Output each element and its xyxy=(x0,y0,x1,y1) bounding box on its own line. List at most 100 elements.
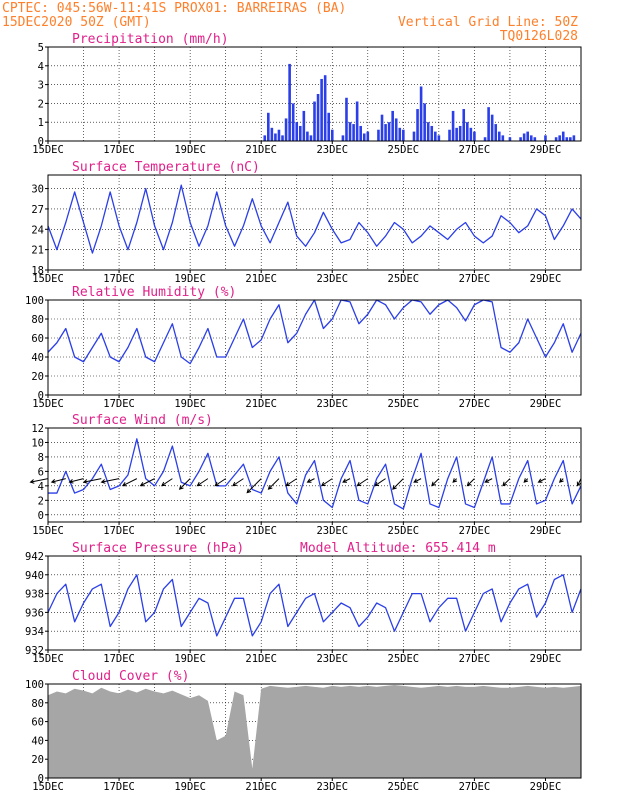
x-tick-label: 23DEC xyxy=(316,525,348,537)
run-date: 15DEC2020 50Z (GMT) xyxy=(2,15,151,30)
wind-arrow xyxy=(484,478,493,483)
wind-arrow xyxy=(100,478,120,484)
wind-arrow xyxy=(139,478,155,487)
precip-bar xyxy=(462,109,466,141)
precip-bar xyxy=(355,101,359,141)
y-tick-label: 938 xyxy=(25,589,44,601)
y-tick-label: 60 xyxy=(31,717,44,729)
humidity-line xyxy=(47,299,582,365)
x-tick-label: 25DEC xyxy=(388,653,420,665)
y-tick-label: 80 xyxy=(31,698,44,710)
y-tick-label: 100 xyxy=(25,679,44,691)
wind-line xyxy=(48,438,582,510)
precip-bar xyxy=(359,125,362,141)
x-tick-label: 23DEC xyxy=(316,781,348,793)
x-tick-label: 27DEC xyxy=(459,653,491,665)
x-tick-label: 17DEC xyxy=(103,653,135,665)
precipitation-title: Precipitation (mm/h) xyxy=(72,32,229,47)
y-tick-label: 2 xyxy=(38,98,44,110)
y-tick-label: 80 xyxy=(31,314,44,326)
precip-bar xyxy=(437,135,441,141)
x-tick-label: 21DEC xyxy=(245,273,277,285)
precip-bar xyxy=(522,133,526,141)
y-tick-label: 40 xyxy=(31,352,44,364)
y-tick-label: 942 xyxy=(25,551,44,563)
x-tick-label: 19DEC xyxy=(174,273,206,285)
wind-arrow xyxy=(413,478,422,483)
precip-bar xyxy=(501,135,505,141)
wind-arrow xyxy=(356,478,369,487)
wind-arrow xyxy=(502,478,511,487)
humidity-title: Relative Humidity (%) xyxy=(72,285,236,300)
y-tick-label: 0 xyxy=(38,510,44,522)
precip-bar xyxy=(267,112,270,141)
y-tick-label: 934 xyxy=(25,626,44,638)
precip-bar xyxy=(451,110,455,141)
x-tick-label: 23DEC xyxy=(316,273,348,285)
wind-arrow xyxy=(342,478,351,483)
y-tick-label: 10 xyxy=(31,437,44,449)
precip-bar xyxy=(323,75,327,141)
wind-arrow xyxy=(232,478,244,487)
y-tick-label: 60 xyxy=(31,333,44,345)
x-tick-label: 27DEC xyxy=(459,144,491,156)
precip-bar xyxy=(458,125,462,141)
precip-bar xyxy=(387,122,391,141)
x-tick-label: 25DEC xyxy=(388,781,420,793)
x-tick-label: 15DEC xyxy=(32,144,64,156)
x-tick-label: 15DEC xyxy=(32,653,64,665)
x-tick-label: 25DEC xyxy=(388,525,420,537)
precip-bar xyxy=(341,135,345,141)
x-tick-label: 25DEC xyxy=(388,144,420,156)
precip-bar xyxy=(494,124,498,141)
wind-arrow xyxy=(537,478,546,483)
wind-arrow xyxy=(320,478,333,487)
x-tick-label: 27DEC xyxy=(459,398,491,410)
x-tick-label: 29DEC xyxy=(530,273,562,285)
y-tick-label: 4 xyxy=(38,481,44,493)
y-tick-label: 3 xyxy=(38,80,44,92)
precip-bar xyxy=(529,135,533,141)
precip-bar xyxy=(519,137,522,141)
y-tick-label: 2 xyxy=(38,495,44,507)
panel-pressure: 932 934 936 938 940 942 15DEC 17DEC 19DEC 21DEC 23… xyxy=(25,541,582,665)
y-tick-label: 6 xyxy=(38,466,44,478)
precip-bar xyxy=(263,135,267,141)
wind-arrow xyxy=(374,478,386,487)
precip-bar xyxy=(402,129,405,141)
wind-arrow xyxy=(285,478,298,487)
temperature-title: Surface Temperature (nC) xyxy=(72,160,260,175)
wind-arrow xyxy=(246,478,262,494)
panel-precipitation: 0 1 2 3 4 5 15DEC 17DEC 19DEC 21DEC 23DEC 25DEC 27DE… xyxy=(32,32,582,156)
precip-bar xyxy=(497,131,501,141)
wind-arrow xyxy=(306,478,315,483)
precip-bar xyxy=(306,131,309,141)
x-tick-label: 29DEC xyxy=(530,525,562,537)
precip-bar xyxy=(572,135,576,141)
precip-bar xyxy=(274,133,277,141)
model-code: TQ0126L028 xyxy=(500,29,578,44)
precip-bar xyxy=(412,131,416,141)
station-header: CPTEC: 045:56W-11:41S PROX01: BARREIRAS … xyxy=(2,1,346,16)
panel-frame xyxy=(47,46,582,142)
cloud-cover-area xyxy=(48,684,581,778)
precip-bar xyxy=(434,131,437,141)
x-tick-label: 15DEC xyxy=(32,273,64,285)
model-altitude: Model Altitude: 655.414 m xyxy=(300,541,496,556)
y-tick-label: 20 xyxy=(31,754,44,766)
y-tick-label: 27 xyxy=(31,204,44,216)
wind-arrow xyxy=(214,478,226,487)
cloud-title: Cloud Cover (%) xyxy=(72,669,189,684)
wind-arrow xyxy=(82,478,102,484)
precip-bar xyxy=(320,78,323,141)
x-tick-label: 21DEC xyxy=(245,144,277,156)
panel-frame xyxy=(47,174,582,271)
precip-bar xyxy=(448,129,451,141)
y-tick-label: 5 xyxy=(38,42,44,54)
wind-arrow xyxy=(431,478,440,487)
y-tick-label: 24 xyxy=(31,224,44,236)
precip-bar xyxy=(348,122,352,141)
precip-bar xyxy=(490,114,494,141)
panel-frame xyxy=(47,683,582,779)
precip-bar xyxy=(487,107,490,141)
